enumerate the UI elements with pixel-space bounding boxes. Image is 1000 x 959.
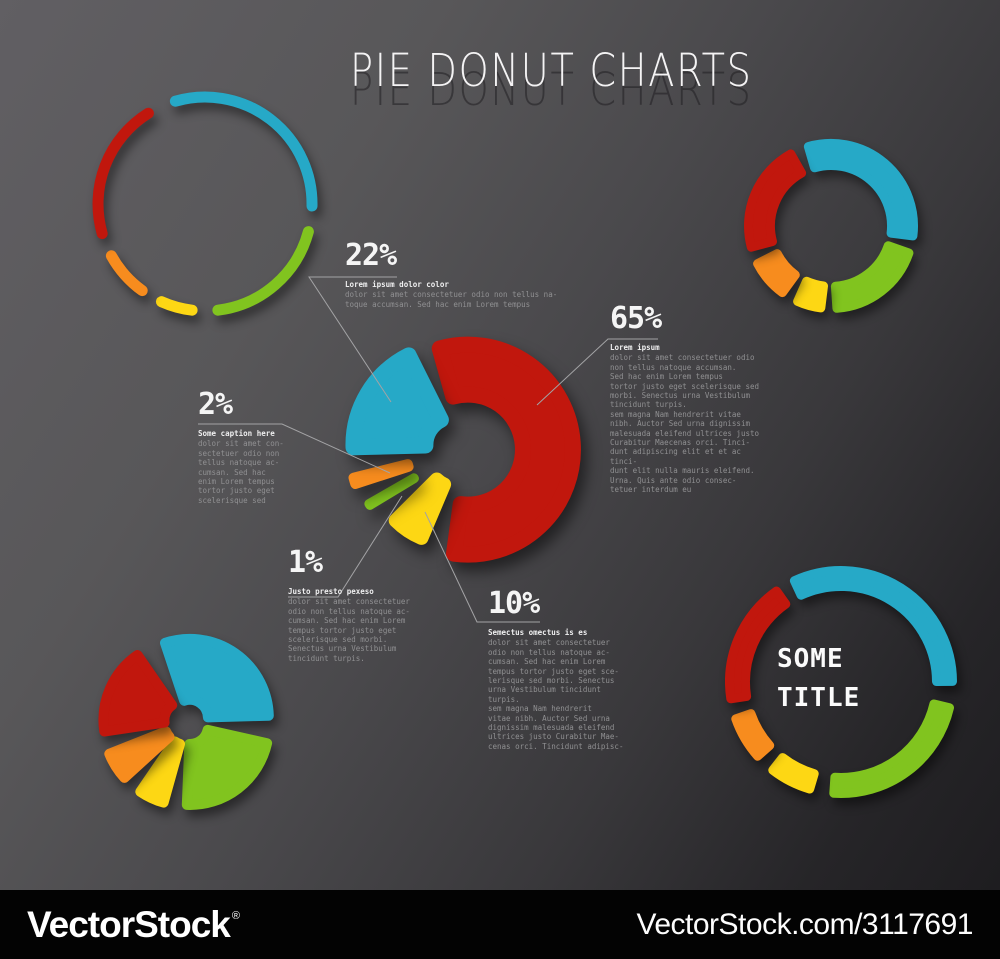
callout-65-value: 65% [610, 301, 662, 336]
bottom-left-segment-teal [160, 633, 274, 723]
callout-1-body: dolor sit amet consectetuer odio non tel… [288, 597, 410, 663]
top-right-segment-yellow [793, 276, 828, 313]
callout-10-caption: Semectus omectus is es [488, 628, 588, 637]
leader-line-2 [198, 423, 391, 474]
main-segment-yellow [388, 472, 452, 545]
callout-1-percent: 1% Justo presto pexeso dolor sit amet co… [288, 548, 418, 663]
donut-center-title: SOME TITLE [777, 644, 861, 713]
leader-line-1 [288, 495, 403, 598]
vectorstock-logo: VectorStock ® [27, 903, 240, 946]
callout-2-value: 2% [198, 387, 233, 422]
bottom-right-segment-yellow [768, 753, 819, 794]
charts-graphic [92, 91, 957, 810]
leader-line-10 [424, 511, 540, 623]
callout-22-value: 22% [345, 238, 397, 273]
callout-22-caption: Lorem ipsum dolor color [345, 280, 449, 289]
bottom-right-segment-green [829, 699, 954, 799]
callout-1-value: 1% [288, 545, 323, 580]
top-right-segment-orange [753, 249, 800, 298]
top-left-segment-green [212, 226, 314, 316]
vectorstock-logo-text: VectorStock [27, 903, 231, 945]
callout-22-body: dolor sit amet consectetuer odio non tel… [345, 290, 558, 309]
main-segment-teal [345, 347, 449, 456]
bottom-right-segment-teal [789, 566, 957, 686]
top-right-segment-green [830, 241, 914, 313]
callout-10-value: 10% [488, 586, 540, 621]
bottom-left-segment-green [181, 724, 273, 810]
callout-2-percent: 2% Some caption here dolor sit amet con-… [198, 390, 298, 505]
callout-2-caption: Some caption here [198, 429, 275, 438]
bottom-right-segment-red [725, 586, 791, 704]
watermark-bar: VectorStock ® VectorStock.com/3117691 [0, 890, 1000, 959]
top-right-segment-red [744, 149, 807, 252]
top-left-segment-orange [105, 250, 148, 297]
bottom-right-segment-orange [731, 709, 775, 761]
callout-65-body: dolor sit amet consectetuer odio non tel… [610, 353, 760, 495]
top-left-segment-teal [169, 91, 318, 212]
page-title-text: PIE DONUT CHARTS [350, 44, 753, 97]
callout-10-percent: 10% Semectus omectus is es dolor sit ame… [488, 589, 628, 751]
callout-1-caption: Justo presto pexeso [288, 587, 374, 596]
callout-22-percent: 22% Lorem ipsum dolor color dolor sit am… [345, 241, 560, 309]
vectorstock-url: VectorStock.com/3117691 [636, 907, 974, 941]
callout-2-body: dolor sit amet con- sectetuer odio non t… [198, 439, 284, 505]
main-segment-red [431, 336, 581, 563]
top-right-segment-teal [803, 138, 918, 241]
main-segment-orange [348, 459, 414, 489]
leader-line-65 [536, 338, 658, 406]
main-segment-green [364, 473, 419, 510]
callout-65-percent: 65% Lorem ipsum dolor sit amet consectet… [610, 304, 760, 495]
leader-line-22 [308, 276, 397, 403]
registered-mark: ® [231, 909, 240, 922]
top-left-segment-red [92, 107, 154, 240]
bottom-left-segment-yellow [135, 736, 185, 808]
top-left-segment-yellow [155, 296, 198, 316]
bottom-left-segment-red [98, 650, 178, 737]
callout-65-caption: Lorem ipsum [610, 343, 660, 352]
bottom-left-segment-orange [104, 726, 175, 783]
callout-10-body: dolor sit amet consectetuer odio non tel… [488, 638, 624, 751]
page-title-shadow: PIE DONUT CHARTS [350, 63, 753, 116]
